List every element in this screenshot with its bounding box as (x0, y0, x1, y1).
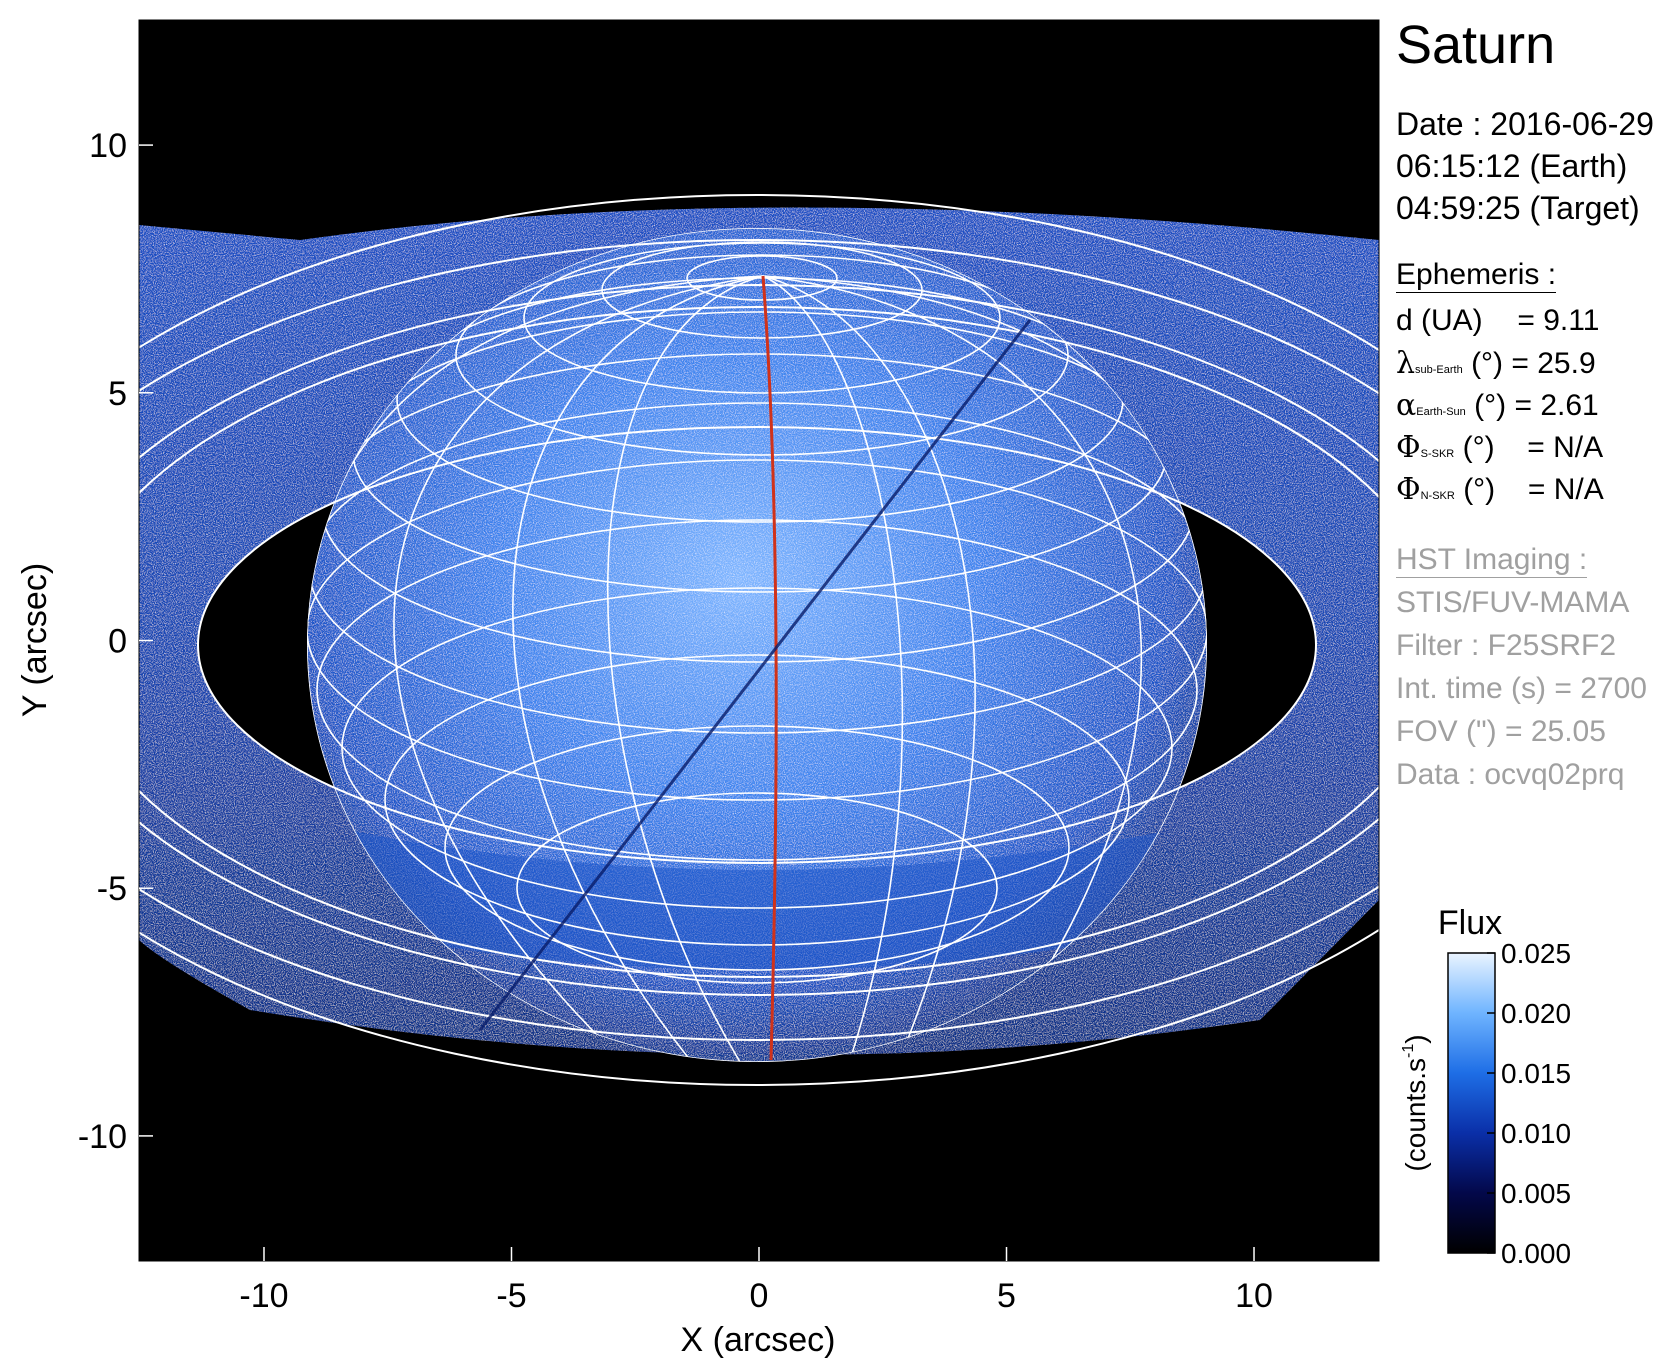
ephemeris-sub: sub-Earth (1415, 364, 1463, 376)
y-tick-label: -5 (97, 870, 127, 908)
colorbar-tick-label: 0.015 (1501, 1058, 1571, 1089)
colorbar-title: Flux (1438, 904, 1502, 942)
x-tick-label: 0 (750, 1277, 769, 1315)
ephemeris-row-phi-s: ΦS-SKR (°) = N/A (1396, 430, 1603, 465)
ephemeris-heading: Ephemeris : (1396, 258, 1557, 293)
y-tick-label: -10 (78, 1118, 127, 1156)
ephemeris-row-phi-n: ΦN-SKR (°) = N/A (1396, 472, 1604, 507)
colorbar-ticks: 0.000 0.005 0.010 0.015 0.020 0.025 (1487, 938, 1571, 1269)
ephemeris-row-alpha: αEarth-Sun (°) = 2.61 (1396, 388, 1599, 423)
alpha-symbol: α (1396, 388, 1417, 423)
colorbar (1447, 952, 1496, 1254)
x-tick-label: -10 (239, 1277, 288, 1315)
y-axis: 10 5 0 -5 -10 (78, 127, 153, 1156)
colorbar-tick-label: 0.025 (1501, 938, 1571, 969)
ephemeris-value: = N/A (1527, 473, 1604, 506)
colorbar-label: (counts.s-1) (1400, 1034, 1431, 1171)
ephemeris-sub: N-SKR (1420, 490, 1455, 502)
imaging-heading: HST Imaging : (1396, 543, 1588, 578)
imaging-line: Int. time (s) = 2700 (1396, 672, 1647, 705)
imaging-line: STIS/FUV-MAMA (1396, 586, 1630, 619)
ephemeris-sub: S-SKR (1420, 448, 1455, 460)
x-axis: -10 -5 0 5 10 (239, 1247, 1273, 1315)
colorbar-label-main: (counts.s (1400, 1058, 1431, 1172)
image-content (139, 194, 1379, 1086)
colorbar-tick-label: 0.000 (1501, 1238, 1571, 1269)
imaging-line: FOV (") = 25.05 (1396, 715, 1606, 748)
y-tick-label: 10 (89, 127, 127, 165)
colorbar-tick-label: 0.005 (1501, 1178, 1571, 1209)
satellite-trail (478, 319, 1032, 1031)
x-tick-label: 10 (1235, 1277, 1273, 1315)
ephemeris-value: = N/A (1527, 431, 1604, 464)
ephemeris-value: = 2.61 (1514, 389, 1599, 422)
imaging-line: Data : ocvq02prq (1396, 758, 1625, 791)
phi-symbol: Φ (1396, 430, 1421, 465)
ephemeris-unit: (°) (1462, 431, 1495, 464)
y-tick-label: 5 (108, 375, 127, 413)
ephemeris-unit: (°) (1463, 473, 1496, 506)
colorbar-label-sup: -1 (1400, 1044, 1417, 1058)
date-line-1: Date : 2016-06-29 (1396, 106, 1654, 142)
ephemeris-value: = 9.11 (1517, 304, 1600, 337)
colorbar-label-end: ) (1400, 1034, 1431, 1043)
phi-symbol: Φ (1396, 472, 1421, 507)
ephemeris-heading-text: Ephemeris : (1396, 258, 1557, 293)
imaging-line: Filter : F25SRF2 (1396, 629, 1617, 662)
ephemeris-sub: Earth-Sun (1416, 406, 1466, 418)
latitude-grid (307, 241, 1207, 984)
ephemeris-row-distance: d (UA) = 9.11 (1396, 304, 1599, 338)
ephemeris-row-lambda: λsub-Earth (°) = 25.9 (1396, 346, 1596, 381)
ring-front-band (307, 780, 1207, 970)
imaging-heading-text: HST Imaging : (1396, 543, 1588, 578)
colorbar-tick-label: 0.010 (1501, 1118, 1571, 1149)
planet-disk (307, 228, 1207, 1062)
ephemeris-unit: (°) (1471, 347, 1504, 380)
date-line-3: 04:59:25 (Target) (1396, 190, 1640, 226)
x-tick-label: 5 (997, 1277, 1016, 1315)
x-tick-label: -5 (496, 1277, 526, 1315)
date-line-2: 06:15:12 (Earth) (1396, 148, 1628, 184)
x-axis-label: X (arcsec) (681, 1321, 836, 1359)
colorbar-tick-label: 0.020 (1501, 998, 1571, 1029)
ephemeris-label: d (UA) (1396, 304, 1483, 337)
ring-outlines (139, 194, 1379, 1086)
y-tick-label: 0 (108, 623, 127, 661)
ephemeris-value: = 25.9 (1511, 347, 1596, 380)
central-meridian (761, 275, 778, 1061)
y-axis-label: Y (arcsec) (16, 563, 54, 717)
lambda-symbol: λ (1396, 346, 1416, 381)
ephemeris-unit: (°) (1474, 389, 1507, 422)
figure-title: Saturn (1396, 15, 1556, 75)
